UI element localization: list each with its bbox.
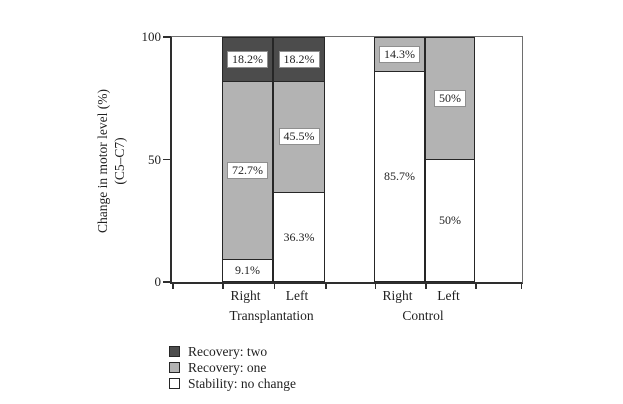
legend-label: Stability: no change [188,375,296,391]
segment-label: 50% [434,89,466,107]
bar-segment: 85.7% [374,72,425,282]
x-axis-tick [325,284,327,289]
x-axis-tick [374,284,376,289]
bar-segment: 36.3% [273,193,325,282]
segment-label: 50% [439,212,461,227]
legend-swatch [169,346,180,357]
segment-label: 45.5% [278,128,320,146]
legend-item: Recovery: one [169,359,296,375]
segment-label: 18.2% [278,50,320,68]
bar-segment: 50% [425,159,475,282]
stacked-bar: 14.3% 85.7% [374,37,425,282]
x-axis-tick [172,284,174,289]
segment-label: 14.3% [379,46,420,64]
bar-segment: 18.2% [273,37,325,82]
legend-swatch [169,362,180,373]
segment-label: 9.1% [235,262,260,277]
x-axis-tick [520,284,522,289]
x-axis-category-label: Left [285,288,309,303]
bar-segment: 45.5% [273,81,325,194]
legend-item: Recovery: two [169,343,296,359]
y-axis-tick [163,36,171,38]
legend: Recovery: two Recovery: one Stability: no … [169,343,296,391]
y-axis-tick [163,158,171,161]
bar-segment: 9.1% [222,259,273,282]
stacked-bar: 18.2% 72.7% 9.1% [222,37,273,282]
legend-label: Recovery: one [188,359,267,375]
stacked-bar: 50% 50% [425,37,475,282]
y-axis-tick-label: 0 [154,274,162,289]
bar-segment: 18.2% [222,37,273,82]
stacked-bar: 18.2% 45.5% 36.3% [273,37,325,282]
bar-segment: 50% [425,37,475,160]
y-axis-title-line1: Change in motor level (%) [95,89,110,233]
x-axis-tick [475,284,477,289]
x-axis-category-label: Right [230,288,261,303]
x-axis-group-label: Control [402,308,444,323]
x-axis-tick [222,284,224,289]
segment-label: 72.7% [227,161,268,179]
segment-label: 18.2% [227,50,268,68]
bar-segment: 72.7% [222,81,273,260]
x-axis-tick [273,284,275,289]
x-axis-category-label: Left [437,288,460,303]
y-axis-tick-label: 100 [141,29,162,44]
legend-label: Recovery: two [188,343,268,359]
plot-area: 18.2% 72.7% 9.1% 18.2% 45.5% 36.3% 14.3% 85.7% 5… [142,29,523,289]
x-axis-tick [425,284,427,289]
legend-swatch [169,378,180,389]
x-axis-group-label: Transplantation [229,308,314,323]
segment-label: 36.3% [283,229,315,244]
bar-segment: 14.3% [374,37,425,73]
y-axis-tick [163,281,171,283]
legend-item: Stability: no change [169,375,296,391]
x-axis-category-label: Right [382,288,413,303]
segment-label: 85.7% [384,169,415,183]
y-axis-tick-label: 50 [148,151,161,167]
